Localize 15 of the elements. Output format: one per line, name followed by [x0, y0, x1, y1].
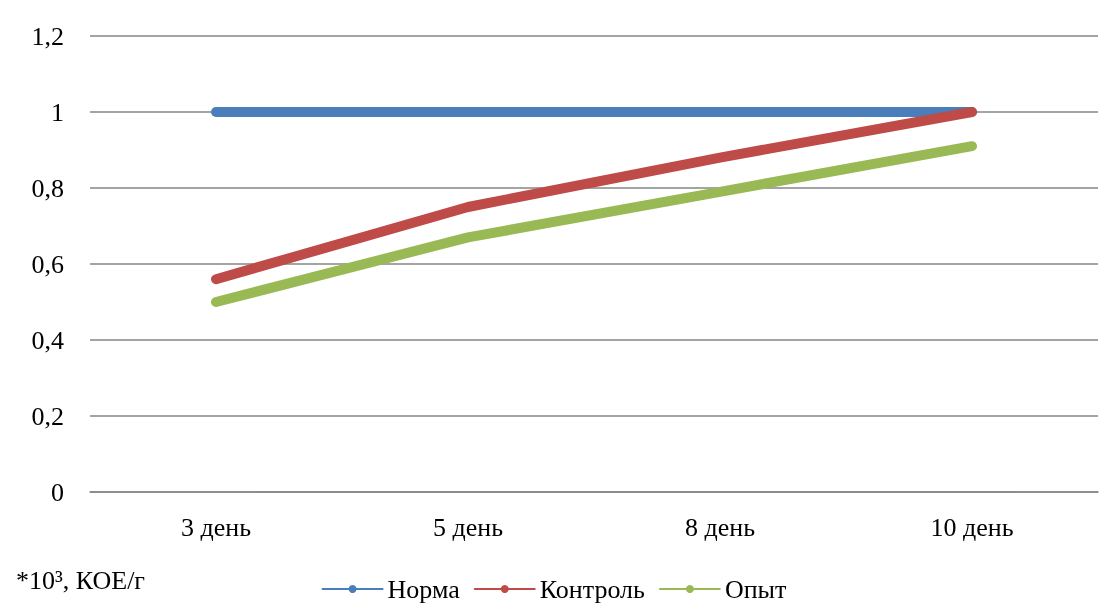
y-tick-label: 0,8 — [31, 173, 64, 203]
y-tick-label: 0,2 — [31, 401, 64, 431]
y-tick-label: 0,6 — [31, 249, 64, 279]
text: *10³, КОЕ/г — [16, 565, 146, 595]
y-tick-label: 0 — [51, 477, 64, 507]
y-tick-label: 1,2 — [31, 21, 64, 51]
x-tick-label: 3 день — [180, 512, 252, 542]
x-tick-label: 5 день — [432, 512, 504, 542]
y-tick-label: 0,4 — [31, 325, 64, 355]
legend-label: Опыт — [724, 574, 787, 604]
x-tick-label: 8 день — [684, 512, 756, 542]
x-tick-label: 10 день — [930, 512, 1014, 542]
y-tick-label: 1 — [51, 97, 64, 127]
legend-label: Контроль — [539, 574, 646, 604]
legend-label: Норма — [387, 574, 461, 604]
